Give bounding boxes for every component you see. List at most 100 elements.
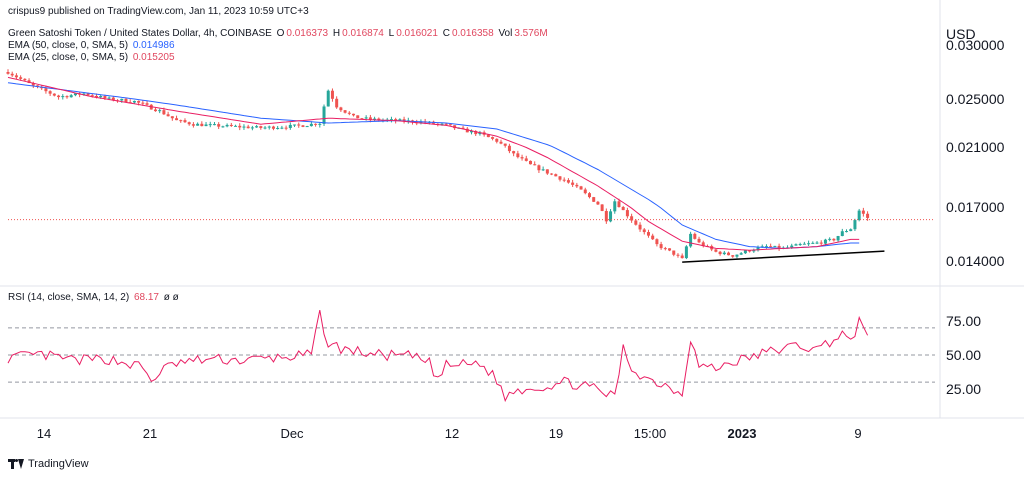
candle-body — [82, 93, 86, 95]
candle-body — [263, 127, 267, 129]
candle-body — [166, 114, 170, 117]
candle-body — [668, 248, 672, 251]
candle-body — [364, 117, 368, 119]
candle-body — [507, 145, 511, 152]
candle-body — [65, 96, 69, 98]
time-tick-label: 19 — [549, 426, 563, 441]
candle-body — [541, 169, 545, 171]
high-label: H — [332, 28, 341, 39]
candle-body — [642, 229, 646, 233]
candle-body — [191, 124, 195, 126]
candle-body — [562, 179, 566, 181]
price-tick-label: 0.025000 — [946, 91, 1005, 107]
candle-body — [204, 124, 208, 127]
candle-body — [794, 244, 798, 246]
candle-body — [111, 97, 115, 101]
candle-body — [297, 124, 301, 126]
candle-body — [528, 160, 532, 165]
tradingview-brand[interactable]: TradingView — [8, 458, 89, 470]
candle-body — [630, 216, 634, 221]
candle-body — [866, 213, 870, 218]
candle-body — [659, 244, 663, 249]
ema25-label: EMA (25, close, 0, SMA, 5) — [8, 52, 129, 63]
time-tick-label: 9 — [854, 426, 861, 441]
candle-body — [849, 229, 853, 232]
candle-body — [339, 107, 343, 111]
candle-body — [600, 204, 604, 211]
candle-body — [200, 123, 204, 127]
candle-body — [495, 138, 499, 142]
candle-body — [676, 254, 680, 256]
candle-body — [259, 126, 263, 128]
close-label: C — [442, 28, 450, 39]
rsi-pane — [7, 309, 935, 403]
candle-body — [777, 245, 781, 249]
candle-body — [158, 110, 162, 112]
candle-body — [836, 236, 840, 241]
candle-body — [693, 233, 697, 239]
candle-body — [221, 126, 225, 128]
candle-body — [318, 123, 322, 125]
candle-body — [314, 123, 318, 125]
candle-body — [196, 123, 200, 126]
candle-body — [516, 153, 520, 158]
candle-body — [170, 116, 174, 119]
candle-body — [823, 239, 827, 244]
candle-body — [512, 151, 516, 154]
candle-body — [444, 123, 448, 125]
candle-body — [727, 252, 731, 256]
candle-body — [684, 246, 688, 259]
low-value: 0.016021 — [396, 28, 438, 39]
candle-body — [145, 103, 149, 105]
candle-body — [267, 126, 271, 128]
published-line: crispus9 published on TradingView.com, J… — [8, 6, 309, 17]
high-value: 0.016874 — [342, 28, 384, 39]
candle-body — [491, 137, 495, 139]
ema50-line — [7, 82, 860, 249]
price-pane — [6, 69, 935, 263]
candle-body — [857, 210, 861, 221]
candle-body — [99, 96, 103, 98]
candle-body — [124, 98, 128, 103]
time-tick-label: 2023 — [728, 426, 757, 441]
candle-body — [10, 73, 14, 76]
ema50-value: 0.014986 — [132, 40, 175, 51]
candle-body — [103, 96, 107, 99]
candle-body — [756, 247, 760, 251]
candle-body — [293, 124, 297, 126]
ema50-label: EMA (50, close, 0, SMA, 5) — [8, 40, 129, 51]
candle-body — [807, 243, 811, 245]
candle-body — [575, 184, 579, 187]
candle-body — [250, 127, 254, 129]
candle-body — [402, 119, 406, 122]
candle-body — [179, 120, 183, 122]
candle-body — [520, 157, 524, 159]
time-tick-label: 14 — [37, 426, 51, 441]
candle-body — [48, 91, 52, 94]
candle-body — [377, 118, 381, 121]
candle-body — [322, 106, 326, 124]
candle-body — [596, 201, 600, 205]
rsi-value: 68.17 — [133, 292, 159, 303]
candle-body — [44, 88, 48, 92]
price-tick-label: 0.014000 — [946, 253, 1005, 269]
candle-body — [769, 246, 773, 248]
candle-body — [609, 211, 613, 222]
candle-body — [229, 124, 233, 127]
candle-body — [819, 242, 823, 244]
candle-body — [764, 246, 768, 248]
low-label: L — [388, 28, 395, 39]
candle-body — [571, 182, 575, 185]
currency-label: USD — [946, 26, 976, 42]
candle-body — [208, 124, 212, 126]
candle-body — [503, 143, 507, 146]
candle-body — [57, 95, 61, 98]
candle-body — [680, 255, 684, 259]
price-tick-label: 0.030000 — [946, 37, 1005, 53]
candle-body — [853, 220, 857, 230]
candle-body — [840, 231, 844, 237]
candle-body — [752, 250, 756, 252]
candle-body — [276, 127, 280, 129]
candle-body — [739, 253, 743, 255]
candle-body — [790, 245, 794, 248]
